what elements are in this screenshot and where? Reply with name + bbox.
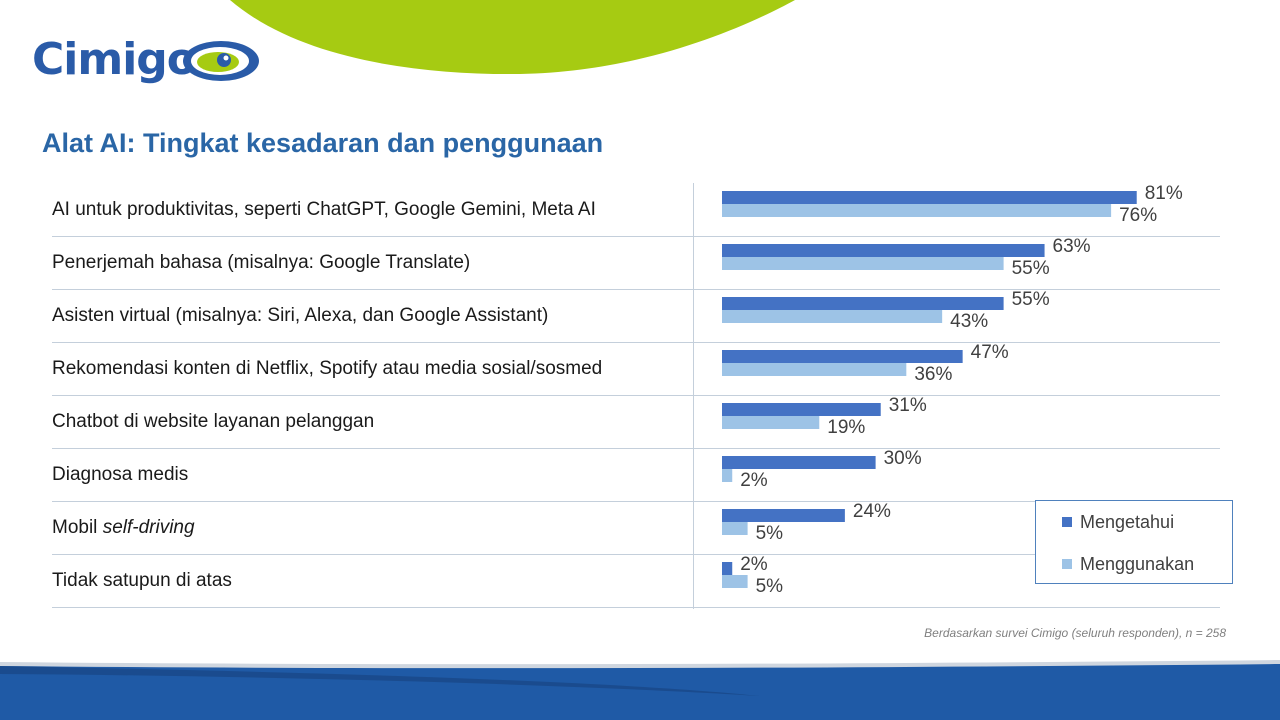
logo-text: Cimigo (32, 34, 197, 85)
data-label-use: 36% (914, 364, 952, 385)
table-row: Rekomendasi konten di Netflix, Spotify a… (52, 342, 1220, 396)
chart-legend: Mengetahui Menggunakan (1035, 500, 1233, 584)
data-label-know: 47% (971, 342, 1009, 363)
data-label-use: 43% (950, 311, 988, 332)
row-label: Rekomendasi konten di Netflix, Spotify a… (52, 358, 603, 379)
bar-chart: 81%76%63%55%55%43%47%36%31%19%30%2%24%5%… (722, 183, 1183, 597)
decorative-footer-band (0, 660, 1280, 720)
page-title: Alat AI: Tingkat kesadaran dan penggunaa… (42, 128, 604, 158)
bar-know (722, 456, 876, 469)
table-row: Mobil self-driving (52, 501, 1220, 555)
data-label-know: 30% (884, 448, 922, 469)
data-label-know: 63% (1053, 236, 1091, 257)
bar-use (722, 469, 733, 482)
row-label: Tidak satupun di atas (52, 570, 232, 591)
data-label-use: 5% (756, 523, 784, 544)
row-label: Chatbot di website layanan pelanggan (52, 411, 375, 432)
row-label: Mobil self-driving (52, 517, 195, 538)
table-row: Penerjemah bahasa (misalnya: Google Tran… (52, 236, 1220, 290)
bar-use (722, 363, 907, 376)
decorative-green-arc (230, 0, 795, 75)
table-row: Diagnosa medis (52, 448, 1220, 502)
legend-swatch-use (1062, 559, 1072, 569)
column-divider (693, 183, 694, 609)
bar-know (722, 350, 963, 363)
bar-use (722, 310, 943, 323)
legend-label: Menggunakan (1080, 554, 1195, 574)
table-row: Chatbot di website layanan pelanggan (52, 395, 1220, 449)
data-label-use: 19% (827, 417, 865, 438)
data-label-use: 2% (740, 470, 768, 491)
data-label-use: 5% (756, 576, 784, 597)
eye-icon (183, 41, 259, 81)
row-label: Diagnosa medis (52, 464, 189, 485)
bar-use (722, 575, 748, 588)
bar-know (722, 297, 1004, 310)
data-label-know: 24% (853, 501, 891, 522)
legend-swatch-know (1062, 517, 1072, 527)
row-label: Asisten virtual (misalnya: Siri, Alexa, … (52, 305, 549, 326)
bar-use (722, 204, 1112, 217)
row-label: AI untuk produktivitas, seperti ChatGPT,… (52, 199, 596, 220)
data-label-use: 55% (1012, 258, 1050, 279)
legend-label: Mengetahui (1080, 512, 1175, 532)
bar-use (722, 416, 820, 429)
footnote: Berdasarkan survei Cimigo (seluruh respo… (924, 626, 1226, 640)
bar-know (722, 509, 845, 522)
bar-know (722, 191, 1137, 204)
bar-know (722, 403, 881, 416)
data-label-use: 76% (1119, 205, 1157, 226)
cimigo-logo: Cimigo (32, 36, 262, 88)
table-row: AI untuk produktivitas, seperti ChatGPT,… (52, 183, 1220, 237)
row-label: Penerjemah bahasa (misalnya: Google Tran… (52, 252, 471, 273)
results-table: AI untuk produktivitas, seperti ChatGPT,… (52, 183, 1220, 609)
bar-know (722, 562, 733, 575)
bar-use (722, 257, 1004, 270)
data-label-know: 81% (1145, 183, 1183, 204)
data-label-know: 2% (740, 554, 768, 575)
bar-use (722, 522, 748, 535)
table-row: Tidak satupun di atas (52, 554, 1220, 608)
data-label-know: 55% (1012, 289, 1050, 310)
data-label-know: 31% (889, 395, 927, 416)
table-row: Asisten virtual (misalnya: Siri, Alexa, … (52, 289, 1220, 343)
bar-know (722, 244, 1045, 257)
